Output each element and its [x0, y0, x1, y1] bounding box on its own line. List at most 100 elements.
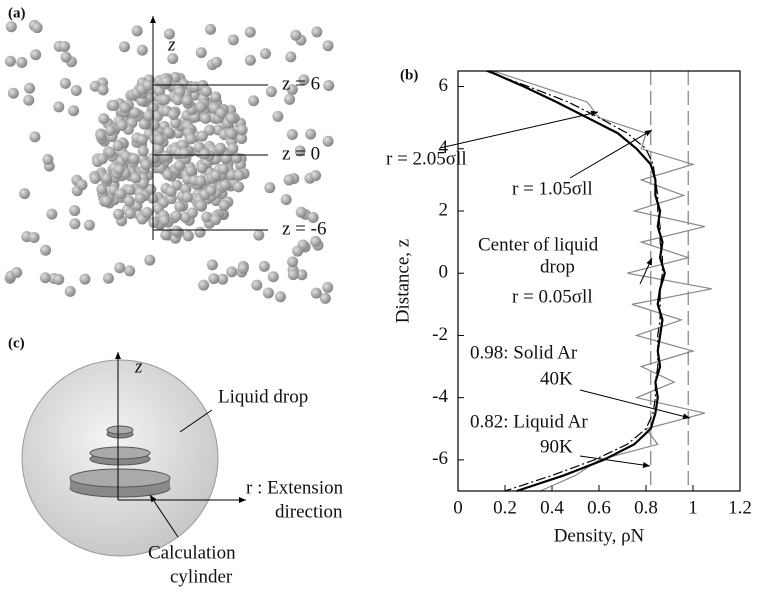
particle [19, 188, 31, 200]
particle [114, 262, 126, 274]
series-line [493, 70, 712, 492]
particle [307, 211, 319, 223]
particle [195, 175, 207, 187]
particle [115, 188, 127, 200]
y-tick-label: 2 [439, 199, 449, 220]
particle [226, 169, 238, 181]
particle [138, 118, 150, 130]
particle [231, 152, 243, 164]
particle [323, 80, 335, 92]
particle [98, 113, 110, 125]
particle [116, 119, 128, 131]
pointer [179, 409, 213, 433]
particle [130, 172, 142, 184]
particle [248, 95, 260, 107]
particle [95, 130, 107, 142]
particle [69, 218, 81, 230]
pointer [639, 257, 653, 285]
pointer [439, 110, 599, 149]
particle [152, 143, 164, 155]
particle [76, 179, 88, 191]
particle [97, 84, 109, 96]
particle [195, 101, 207, 113]
particle [208, 273, 220, 285]
x-tick-label: 0.8 [634, 497, 658, 518]
particle [124, 184, 136, 196]
particle [244, 54, 256, 66]
particle [201, 211, 213, 223]
particle [53, 274, 65, 286]
particle [160, 76, 172, 88]
y-tick-label: -4 [432, 386, 448, 407]
y-tick-label: -6 [432, 448, 448, 469]
particle [118, 41, 130, 53]
particle [128, 153, 140, 165]
particle [104, 124, 116, 136]
particle [23, 94, 35, 106]
particle [42, 154, 54, 166]
particle [322, 40, 334, 52]
particle [258, 260, 270, 272]
particle [89, 172, 101, 184]
particle [129, 107, 141, 119]
particle [295, 206, 307, 218]
particle [158, 214, 170, 226]
particle [29, 131, 41, 143]
particle [196, 162, 208, 174]
cylinder [106, 425, 134, 435]
particle [46, 208, 58, 220]
particle [322, 281, 334, 293]
particle [322, 135, 334, 147]
particle [148, 119, 160, 131]
particle [174, 200, 186, 212]
cylinder-label: Calculation [148, 542, 236, 563]
particle [298, 74, 310, 86]
particle [214, 142, 226, 154]
particle [292, 245, 304, 257]
particle [253, 229, 265, 241]
particle [226, 266, 238, 278]
particle [31, 22, 43, 34]
particle [310, 170, 322, 182]
axis-label: z [134, 356, 143, 377]
particle [83, 219, 95, 231]
particle [200, 85, 212, 97]
x-tick-label: 0.2 [493, 497, 517, 518]
particle [286, 84, 298, 96]
particle [262, 287, 274, 299]
particle [225, 128, 237, 140]
particle [11, 267, 23, 279]
particle [141, 206, 153, 218]
particle [143, 110, 155, 122]
particle [305, 128, 317, 140]
particle [134, 192, 146, 204]
annotation: 40K [540, 368, 573, 389]
particle [236, 132, 248, 144]
particle [284, 93, 296, 105]
particle [225, 112, 237, 124]
pointer [579, 455, 651, 468]
annotation: Center of liquid [478, 234, 599, 255]
particle [39, 272, 51, 284]
particle [102, 272, 114, 284]
particle [198, 279, 210, 291]
particle [244, 26, 256, 38]
particle [180, 183, 192, 195]
y-tick-label: -2 [432, 324, 448, 345]
particle [119, 102, 131, 114]
x-tick-label: 1.2 [728, 497, 752, 518]
particle [181, 191, 193, 203]
particle [53, 101, 65, 113]
particle [219, 179, 231, 191]
annotation: 0.98: Solid Ar [470, 342, 578, 363]
particle [136, 134, 148, 146]
particle [68, 105, 80, 117]
particle [69, 205, 81, 217]
particle [165, 185, 177, 197]
particle [162, 169, 174, 181]
particle [168, 108, 180, 120]
particle [296, 269, 308, 281]
particle [167, 53, 179, 65]
particle [64, 285, 76, 297]
particle [154, 134, 166, 146]
